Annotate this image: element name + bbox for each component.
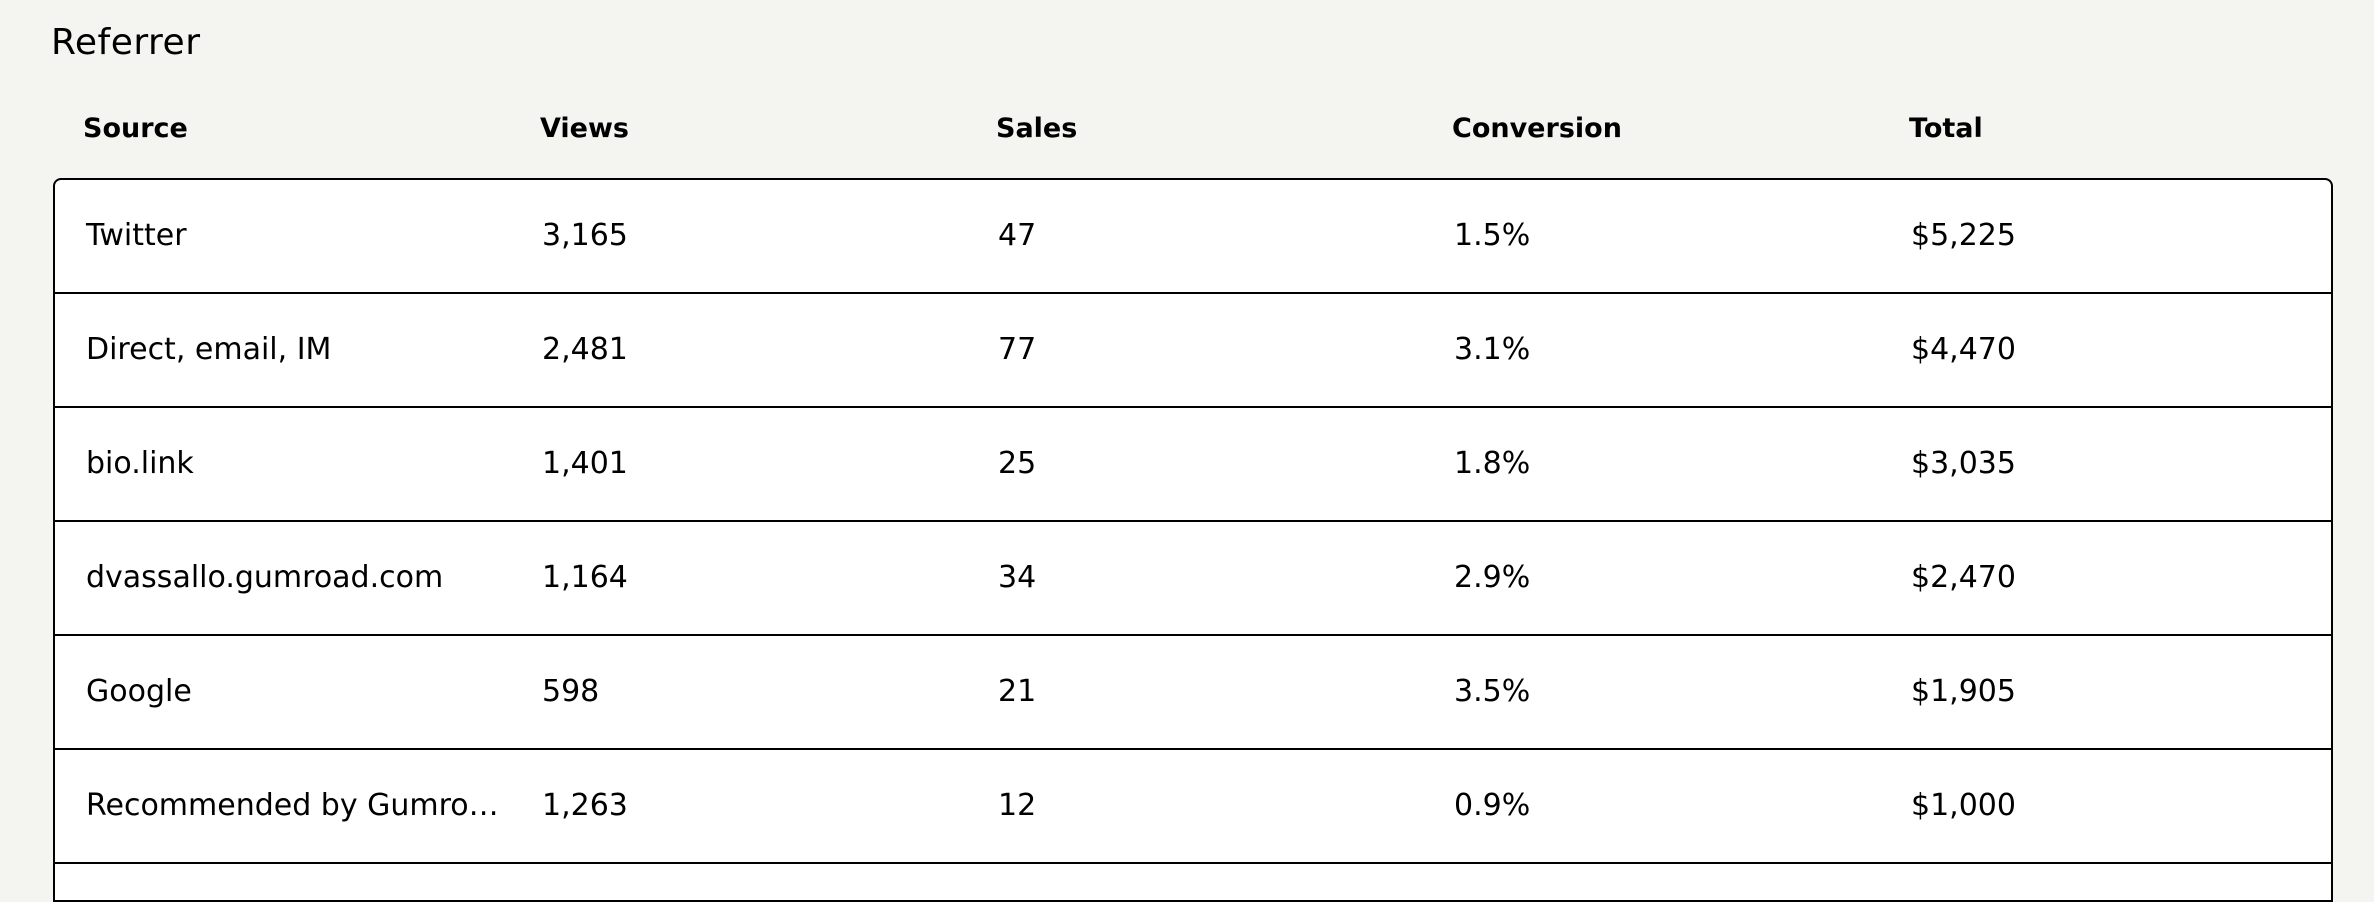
table-cell: 25 bbox=[998, 446, 1037, 481]
table-cell: $4,470 bbox=[1911, 332, 2016, 367]
table-row: bio.link 1,401 25 1.8% $3,035 bbox=[55, 408, 2331, 522]
table-cell: $2,470 bbox=[1911, 560, 2016, 595]
table-cell: 598 bbox=[542, 674, 600, 709]
table-cell: dvassallo.gumroad.com bbox=[86, 560, 444, 595]
table-cell: 1.8% bbox=[1454, 446, 1531, 481]
table-row: Direct, email, IM 2,481 77 3.1% $4,470 bbox=[55, 294, 2331, 408]
table-cell: Direct, email, IM bbox=[86, 332, 332, 367]
table-cell: 1.5% bbox=[1454, 218, 1531, 253]
table-cell: 34 bbox=[998, 560, 1037, 595]
table-row: Recommended by Gumro… 1,263 12 0.9% $1,000 bbox=[55, 750, 2331, 864]
table-cell: 1,263 bbox=[542, 788, 628, 823]
table-cell: 21 bbox=[998, 674, 1037, 709]
table-cell: Google bbox=[86, 674, 192, 709]
table-cell: Recommended by Gumro… bbox=[86, 788, 499, 823]
page: Referrer Source Views Sales Conversion Total… bbox=[51, 22, 2333, 902]
table-cell: $1,905 bbox=[1911, 674, 2016, 709]
table-cell: 3.5% bbox=[1454, 674, 1531, 709]
table-body: Twitter 3,165 47 1.5% $5,225 Direct, email, I… bbox=[53, 178, 2333, 902]
table-cell: $1,000 bbox=[1911, 788, 2016, 823]
table-cell: 3,165 bbox=[542, 218, 628, 253]
table-cell: 1,401 bbox=[542, 446, 628, 481]
column-header: Views bbox=[540, 113, 630, 144]
table-cell: $5,225 bbox=[1911, 218, 2016, 253]
table-cell: 2,481 bbox=[542, 332, 628, 367]
table-cell: 3.1% bbox=[1454, 332, 1531, 367]
column-header: Conversion bbox=[1452, 113, 1622, 144]
table-cell: 2.9% bbox=[1454, 560, 1531, 595]
column-header: Sales bbox=[996, 113, 1078, 144]
table-row: Twitter 3,165 47 1.5% $5,225 bbox=[55, 180, 2331, 294]
table-cell: Twitter bbox=[86, 218, 187, 253]
column-header: Total bbox=[1909, 113, 1983, 144]
table-cell: 77 bbox=[998, 332, 1037, 367]
table-header: Source Views Sales Conversion Total bbox=[53, 108, 2331, 150]
section-title: Referrer bbox=[51, 22, 201, 63]
table-cell: 1,164 bbox=[542, 560, 628, 595]
table-row: Google 598 21 3.5% $1,905 bbox=[55, 636, 2331, 750]
table-cell: $3,035 bbox=[1911, 446, 2016, 481]
table-cell: bio.link bbox=[86, 446, 194, 481]
table-cell: 47 bbox=[998, 218, 1037, 253]
column-header: Source bbox=[83, 113, 188, 144]
table-row: dvassallo.gumroad.com 1,164 34 2.9% $2,470 bbox=[55, 522, 2331, 636]
table-cell: 12 bbox=[998, 788, 1037, 823]
table-cell: 0.9% bbox=[1454, 788, 1531, 823]
